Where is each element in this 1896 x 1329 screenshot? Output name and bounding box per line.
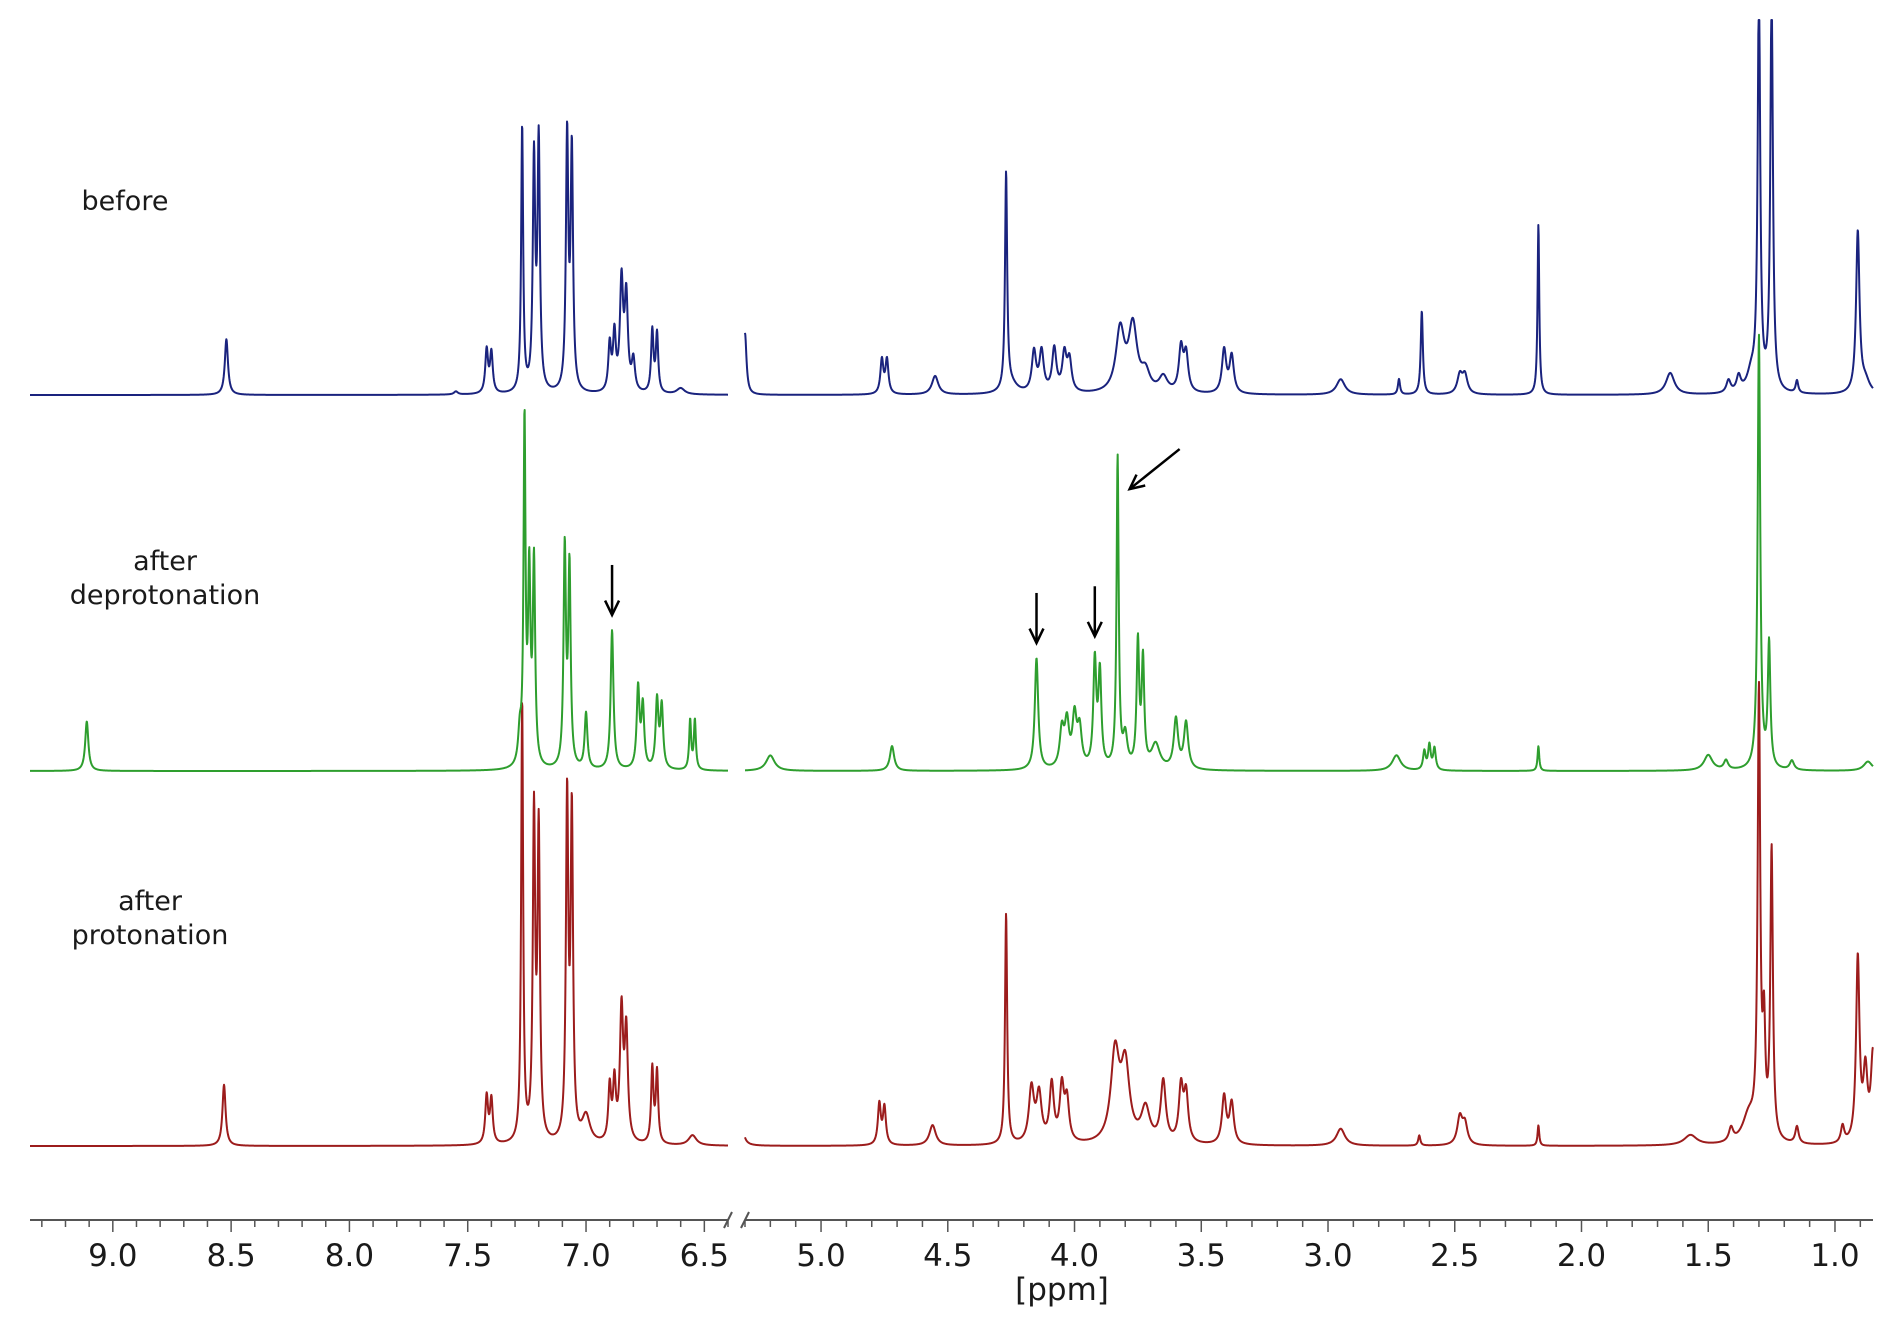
spectrum-line-left (29, 702, 729, 1147)
x-axis-label: [ppm] (1015, 1272, 1109, 1308)
arrow-head (1127, 474, 1146, 491)
arrow-shaft (1128, 448, 1181, 491)
tick-label: 3.5 (1177, 1238, 1226, 1274)
spectrum-line-right (744, 333, 1874, 772)
tick-label: 2.0 (1557, 1238, 1606, 1274)
spectrum-line-left (29, 120, 729, 396)
tick-label: 4.0 (1050, 1238, 1099, 1274)
x-axis: 9.0 8.5 8.0 7.5 7.0 6.5 5.0 4.5 4.0 3.5 3.0 2.5 2.0 1… (30, 1211, 1873, 1274)
annotation-arrows (603, 448, 1181, 646)
series-label: before (82, 186, 169, 217)
spectrum-line-right (744, 680, 1874, 1147)
spectra-layer (29, 19, 1874, 1147)
spectrum-after-protonation (29, 680, 1874, 1147)
tick-label: 7.5 (443, 1238, 492, 1274)
tick-label: 2.5 (1430, 1238, 1479, 1274)
series-labels: before after deprotonation after protonation (70, 186, 260, 951)
spectrum-line-left (29, 408, 729, 772)
spectrum-line-right (744, 19, 1874, 396)
arrow-head (603, 600, 621, 618)
tick-label: 3.0 (1303, 1238, 1352, 1274)
tick-label: 8.0 (325, 1238, 374, 1274)
arrow-annotation (1086, 586, 1103, 640)
tick-label: 4.5 (923, 1238, 972, 1274)
arrow-annotation (603, 564, 621, 618)
arrow-annotation (1028, 592, 1045, 646)
spectrum-before (29, 19, 1874, 396)
spectrum-after-deprotonation (29, 333, 1874, 772)
tick-label: 1.0 (1810, 1238, 1859, 1274)
tick-label: 5.0 (796, 1238, 845, 1274)
tick-label: 1.5 (1684, 1238, 1733, 1274)
arrow-head (1028, 628, 1045, 646)
tick-label: 8.5 (206, 1238, 255, 1274)
series-label: after protonation (72, 886, 229, 951)
tick-label: 6.5 (680, 1238, 729, 1274)
tick-label: 7.0 (561, 1238, 610, 1274)
tick-label: 9.0 (88, 1238, 137, 1274)
arrow-head (1086, 621, 1103, 640)
arrow-annotation (1127, 448, 1181, 491)
series-label: after deprotonation (70, 546, 260, 611)
